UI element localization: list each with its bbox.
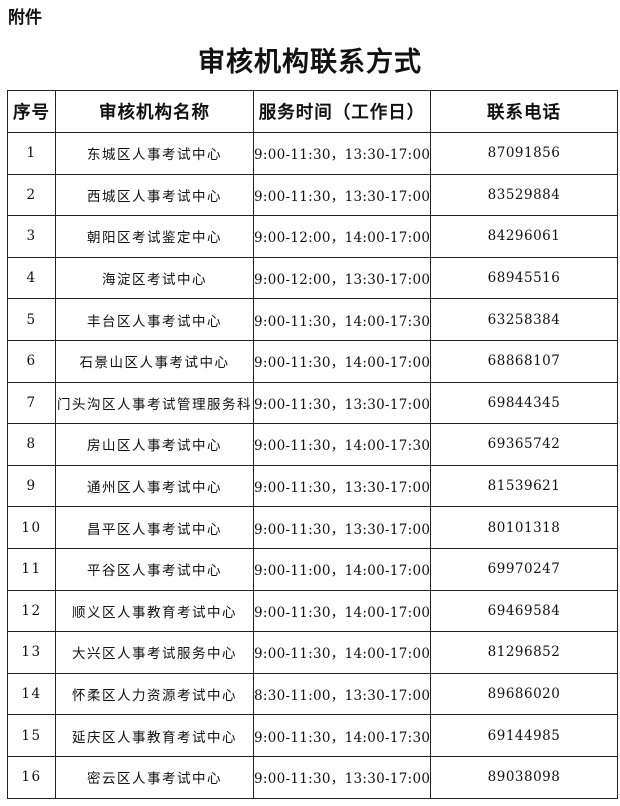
cell-name: 通州区人事考试中心: [55, 464, 254, 508]
cell-phone: 83529884: [430, 173, 618, 217]
cell-time: 9:00-11:30，13:30-17:00: [253, 464, 431, 508]
cell-phone: 87091856: [430, 132, 618, 175]
contact-table: 序号 审核机构名称 服务时间（工作日） 联系电话 1 东城区人事考试中心 9:00-…: [7, 90, 618, 799]
cell-name: 顺义区人事教育考试中心: [55, 589, 254, 633]
table-row: 15 延庆区人事教育考试中心 9:00-11:30，14:00-17:30 69144…: [7, 714, 618, 757]
table-row: 1 东城区人事考试中心 9:00-11:30，13:30-17:00 87091856: [7, 132, 618, 175]
cell-no: 13: [7, 631, 56, 674]
table-row: 12 顺义区人事教育考试中心 9:00-11:30，14:00-17:00 69469…: [7, 589, 618, 633]
cell-phone: 89038098: [430, 755, 618, 799]
cell-time: 9:00-11:30，14:00-17:30: [253, 298, 431, 341]
cell-phone: 69469584: [430, 589, 618, 633]
cell-time: 9:00-11:30，13:30-17:00: [253, 381, 431, 425]
page-title: 审核机构联系方式: [198, 47, 422, 78]
cell-phone: 69365742: [430, 423, 618, 466]
cell-time: 9:00-11:30，13:30-17:00: [253, 173, 431, 217]
cell-phone: 68945516: [430, 256, 618, 300]
cell-phone: 81296852: [430, 631, 618, 674]
table-row: 3 朝阳区考试鉴定中心 9:00-12:00，14:00-17:00 84296061: [7, 215, 618, 258]
cell-name: 大兴区人事考试服务中心: [55, 631, 254, 674]
cell-phone: 80101318: [430, 506, 618, 549]
cell-no: 8: [7, 423, 56, 466]
cell-time: 9:00-11:30，13:30-17:00: [253, 132, 431, 175]
cell-no: 16: [7, 755, 56, 799]
cell-phone: 69144985: [430, 714, 618, 757]
cell-name: 平谷区人事考试中心: [55, 547, 254, 591]
cell-time: 9:00-11:30，14:00-17:30: [253, 714, 431, 757]
cell-phone: 89686020: [430, 672, 618, 716]
cell-no: 7: [7, 381, 56, 425]
cell-name: 密云区人事考试中心: [55, 755, 254, 799]
cell-name: 怀柔区人力资源考试中心: [55, 672, 254, 716]
table-row: 9 通州区人事考试中心 9:00-11:30，13:30-17:00 81539621: [7, 464, 618, 508]
cell-phone: 69970247: [430, 547, 618, 591]
table-row: 11 平谷区人事考试中心 9:00-11:00，14:00-17:00 6997024…: [7, 547, 618, 591]
cell-no: 11: [7, 547, 56, 591]
cell-name: 门头沟区人事考试管理服务科: [55, 381, 254, 425]
table-row: 10 昌平区人事考试中心 9:00-11:30，13:30-17:00 8010131…: [7, 506, 618, 549]
cell-no: 9: [7, 464, 56, 508]
cell-no: 6: [7, 339, 56, 383]
cell-no: 15: [7, 714, 56, 757]
cell-time: 8:30-11:00，13:30-17:00: [253, 672, 431, 716]
cell-name: 延庆区人事教育考试中心: [55, 714, 254, 757]
table-row: 6 石景山区人事考试中心 9:00-11:30，14:00-17:00 6886810…: [7, 339, 618, 383]
cell-time: 9:00-11:00，14:00-17:00: [253, 547, 431, 591]
table-row: 16 密云区人事考试中心 9:00-11:30，13:30-17:00 8903809…: [7, 755, 618, 799]
cell-phone: 68868107: [430, 339, 618, 383]
cell-time: 9:00-11:30，14:00-17:00: [253, 631, 431, 674]
header-name: 审核机构名称: [55, 90, 254, 133]
table-header-row: 序号 审核机构名称 服务时间（工作日） 联系电话: [7, 90, 618, 133]
cell-phone: 84296061: [430, 215, 618, 258]
cell-time: 9:00-11:30，14:00-17:00: [253, 339, 431, 383]
header-no: 序号: [7, 90, 56, 133]
cell-no: 5: [7, 298, 56, 341]
cell-name: 房山区人事考试中心: [55, 423, 254, 466]
table-row: 4 海淀区考试中心 9:00-12:00，13:30-17:00 68945516: [7, 256, 618, 300]
attachment-label: 附件: [8, 8, 42, 28]
cell-time: 9:00-11:30，14:00-17:30: [253, 423, 431, 466]
cell-no: 10: [7, 506, 56, 549]
cell-phone: 63258384: [430, 298, 618, 341]
cell-no: 2: [7, 173, 56, 217]
cell-name: 昌平区人事考试中心: [55, 506, 254, 549]
table-row: 7 门头沟区人事考试管理服务科 9:00-11:30，13:30-17:00 6984…: [7, 381, 618, 425]
cell-name: 西城区人事考试中心: [55, 173, 254, 217]
cell-time: 9:00-11:30，13:30-17:00: [253, 755, 431, 799]
cell-time: 9:00-11:30，13:30-17:00: [253, 506, 431, 549]
table-row: 8 房山区人事考试中心 9:00-11:30，14:00-17:30 69365742: [7, 423, 618, 466]
cell-phone: 81539621: [430, 464, 618, 508]
table-row: 14 怀柔区人力资源考试中心 8:30-11:00，13:30-17:00 89686…: [7, 672, 618, 716]
cell-no: 3: [7, 215, 56, 258]
table-row: 13 大兴区人事考试服务中心 9:00-11:30，14:00-17:00 81296…: [7, 631, 618, 674]
cell-no: 12: [7, 589, 56, 633]
cell-time: 9:00-11:30，14:00-17:00: [253, 589, 431, 633]
cell-no: 14: [7, 672, 56, 716]
cell-name: 海淀区考试中心: [55, 256, 254, 300]
header-phone: 联系电话: [430, 90, 618, 133]
cell-name: 朝阳区考试鉴定中心: [55, 215, 254, 258]
cell-no: 1: [7, 132, 56, 175]
cell-time: 9:00-12:00，14:00-17:00: [253, 215, 431, 258]
cell-name: 石景山区人事考试中心: [55, 339, 254, 383]
table-row: 5 丰台区人事考试中心 9:00-11:30，14:00-17:30 63258384: [7, 298, 618, 341]
table-row: 2 西城区人事考试中心 9:00-11:30，13:30-17:00 83529884: [7, 173, 618, 217]
cell-time: 9:00-12:00，13:30-17:00: [253, 256, 431, 300]
header-time: 服务时间（工作日）: [253, 90, 431, 133]
cell-name: 东城区人事考试中心: [55, 132, 254, 175]
cell-name: 丰台区人事考试中心: [55, 298, 254, 341]
cell-no: 4: [7, 256, 56, 300]
cell-phone: 69844345: [430, 381, 618, 425]
